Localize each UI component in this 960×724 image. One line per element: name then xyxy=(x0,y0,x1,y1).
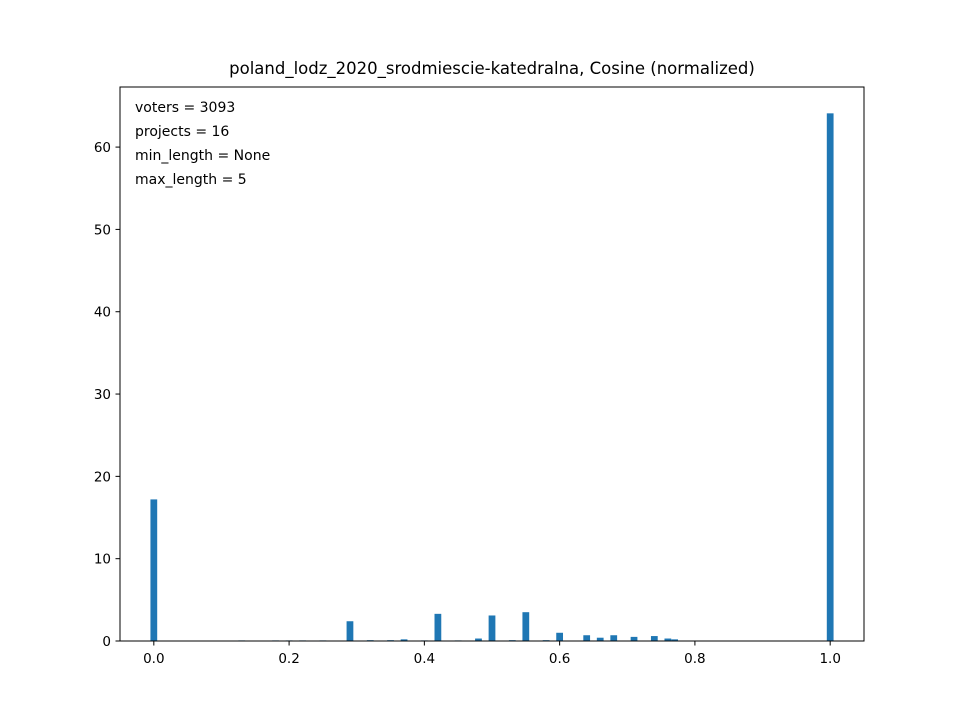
histogram-bar xyxy=(346,621,354,641)
histogram-bar xyxy=(650,636,658,641)
chart-title: poland_lodz_2020_srodmiescie-katedralna,… xyxy=(229,59,755,79)
y-tick-label: 30 xyxy=(94,387,111,403)
histogram-bar xyxy=(596,637,604,641)
x-tick-label: 0.0 xyxy=(143,651,164,667)
histogram-bar xyxy=(434,613,442,641)
x-tick-label: 1.0 xyxy=(819,651,840,667)
stats-annotation: voters = 3093 projects = 16 min_length =… xyxy=(135,100,270,188)
histogram-bar xyxy=(400,639,408,641)
histogram-bar xyxy=(610,635,618,641)
histogram-bar xyxy=(664,638,672,641)
histogram-bar xyxy=(556,632,564,641)
histogram-bar xyxy=(671,639,678,641)
x-tick-label: 0.2 xyxy=(278,651,299,667)
y-axis-ticks: 0 10 20 30 40 50 60 xyxy=(94,140,120,650)
histogram-bar xyxy=(150,499,158,641)
y-tick-label: 0 xyxy=(102,634,111,650)
histogram-bar xyxy=(522,612,530,641)
y-tick-label: 40 xyxy=(94,305,111,321)
histogram-bar xyxy=(630,636,638,641)
histogram-bar xyxy=(583,635,591,641)
y-tick-label: 50 xyxy=(94,222,111,238)
annotation-min-length: min_length = None xyxy=(135,148,270,164)
x-tick-label: 0.8 xyxy=(684,651,705,667)
y-tick-label: 60 xyxy=(94,140,111,156)
histogram-bar xyxy=(488,615,496,641)
annotation-voters: voters = 3093 xyxy=(135,100,235,116)
histogram-bar xyxy=(475,638,482,641)
plot-frame xyxy=(119,86,865,642)
y-tick-label: 20 xyxy=(94,469,111,485)
bars-group xyxy=(150,113,834,642)
y-tick-label: 10 xyxy=(94,552,111,568)
annotation-max-length: max_length = 5 xyxy=(135,172,247,188)
histogram-bar xyxy=(826,113,834,642)
annotation-projects: projects = 16 xyxy=(135,124,229,140)
x-tick-label: 0.6 xyxy=(549,651,570,667)
x-tick-label: 0.4 xyxy=(414,651,435,667)
x-axis-ticks: 0.0 0.2 0.4 0.6 0.8 1.0 xyxy=(143,641,841,667)
